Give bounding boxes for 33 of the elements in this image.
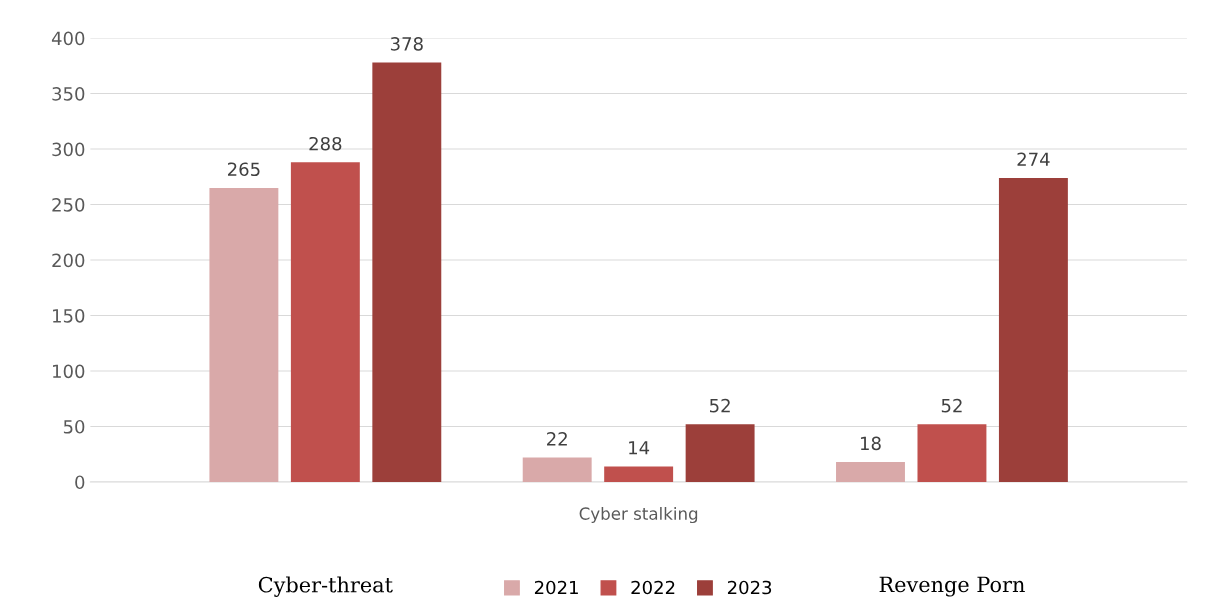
x-tick-label: Cyber-threat: [258, 576, 393, 597]
bar: [522, 457, 592, 482]
y-tick-label: 300: [52, 142, 85, 157]
bar: [290, 162, 360, 482]
y-tick-label: 50: [63, 419, 85, 434]
y-tick-label: 250: [52, 198, 85, 212]
x-tick-label: Cyber stalking: [579, 506, 698, 524]
bar: [836, 462, 905, 482]
bar: [372, 62, 442, 482]
data-label: 274: [1017, 152, 1050, 166]
data-label: 52: [941, 398, 962, 413]
data-label: 18: [860, 436, 881, 451]
bar: [998, 177, 1068, 482]
data-label: 14: [629, 441, 650, 455]
data-label: 378: [390, 36, 423, 51]
bar: [685, 424, 755, 482]
y-tick-label: 0: [75, 475, 85, 490]
y-tick-label: 350: [52, 87, 85, 101]
y-tick-label: 150: [53, 308, 85, 323]
y-tick-label: 200: [52, 253, 85, 268]
bar: [917, 424, 987, 482]
data-label: 52: [710, 398, 730, 413]
y-tick-label: 100: [53, 364, 85, 379]
legend-label: 2022: [631, 580, 675, 595]
data-label: 22: [547, 432, 567, 446]
legend-label: 2023: [727, 580, 772, 595]
bar: [209, 187, 279, 482]
y-tick-label: 400: [51, 31, 85, 46]
x-tick-label: Revenge Porn: [879, 576, 1025, 597]
legend-label: 2021: [534, 580, 578, 595]
bar: [604, 466, 674, 482]
data-label: 288: [309, 136, 342, 151]
data-label: 265: [227, 162, 260, 177]
